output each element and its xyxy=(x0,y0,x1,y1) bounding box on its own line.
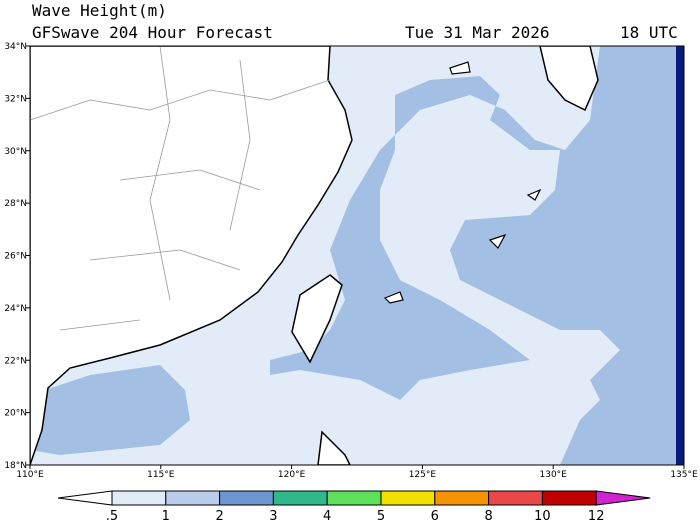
lon-label: 120°E xyxy=(278,470,306,480)
lat-label: 34°N xyxy=(4,42,27,52)
colorbar-box xyxy=(326,490,382,506)
lat-label: 20°N xyxy=(4,409,27,419)
lat-label: 22°N xyxy=(4,356,27,366)
time: 18 UTC xyxy=(620,23,678,42)
colorbar-label: 6 xyxy=(431,509,439,524)
sea-medium xyxy=(270,46,684,465)
colorbar-end xyxy=(595,490,651,506)
lon-label: 125°E xyxy=(409,470,437,480)
colorbar-box xyxy=(165,490,221,506)
colorbar-label: 5 xyxy=(377,509,385,524)
colorbar-label: .5 xyxy=(106,509,118,524)
colorbar-label: 2 xyxy=(215,509,223,524)
colorbar-label: 12 xyxy=(588,509,605,524)
islands xyxy=(383,61,542,304)
colorbar-label: 4 xyxy=(323,509,331,524)
colorbar-box xyxy=(434,490,490,506)
date: Tue 31 Mar 2026 xyxy=(405,23,550,42)
lat-label: 32°N xyxy=(4,94,27,104)
colorbar-label: 8 xyxy=(484,509,492,524)
colorbar-box xyxy=(272,490,328,506)
sea-medium xyxy=(30,365,190,455)
colorbar-box xyxy=(219,490,274,506)
axis-labels: 34°N 32°N 30°N 28°N 26°N 24°N 22°N 20°N 18°N110°… xyxy=(4,42,698,480)
title: Wave Height(m) xyxy=(32,1,167,20)
colorbar-label: 1 xyxy=(162,509,170,524)
lat-label: 24°N xyxy=(4,304,27,314)
taiwan xyxy=(291,274,343,364)
colorbar-box xyxy=(380,490,436,506)
colorbar-label: 3 xyxy=(269,509,277,524)
colorbar: .5 1 2 3 4 5 6 8 10 12 xyxy=(57,490,651,524)
colorbar-label: 10 xyxy=(534,509,551,524)
luzon xyxy=(317,430,351,465)
colorbar-end xyxy=(57,490,113,506)
lat-label: 18°N xyxy=(4,461,27,471)
edge-band xyxy=(676,46,684,465)
lat-label: 26°N xyxy=(4,252,27,262)
subtitle: GFSwave 204 Hour Forecast xyxy=(32,23,273,42)
map xyxy=(29,45,685,466)
colorbar-box xyxy=(111,490,167,506)
lon-label: 135°E xyxy=(670,470,698,480)
kyushu xyxy=(539,46,599,112)
colorbar-box xyxy=(541,490,597,506)
colorbar-box xyxy=(488,490,543,506)
sea-light xyxy=(400,215,430,240)
lon-label: 130°E xyxy=(540,470,568,480)
lon-label: 110°E xyxy=(16,470,44,480)
mainland xyxy=(30,46,353,465)
lat-label: 30°N xyxy=(4,147,27,157)
province-borders xyxy=(30,46,331,331)
lon-label: 115°E xyxy=(147,470,175,480)
lat-label: 28°N xyxy=(4,199,27,209)
